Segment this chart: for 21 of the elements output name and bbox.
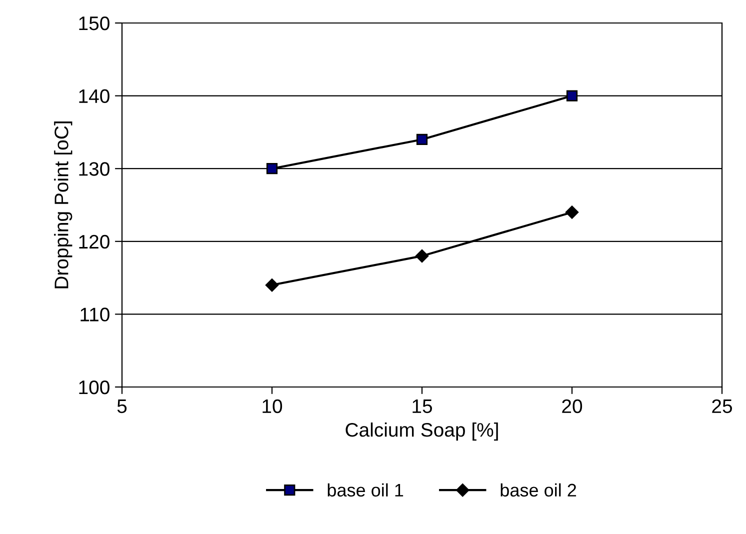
point [566, 90, 578, 102]
legend-label: base oil 1 [328, 483, 404, 497]
x-tick-label: 5 [117, 400, 127, 414]
point [565, 206, 579, 219]
y-tick-label: 140 [79, 89, 110, 104]
y-tick-label: 150 [79, 16, 110, 30]
point [265, 278, 279, 292]
y-axis-title: Dropping Point [oC] [54, 122, 72, 288]
legend-label: base oil 2 [500, 483, 576, 497]
y-tick-label: 110 [80, 308, 110, 322]
x-tick-label: 15 [412, 400, 432, 414]
x-tick-label: 10 [262, 399, 282, 414]
x-tick-label: 20 [562, 399, 582, 414]
y-tick-label: 100 [79, 380, 110, 394]
y-tick-label: 130 [79, 162, 110, 176]
point [415, 249, 429, 263]
x-tick-label: 25 [712, 399, 732, 414]
point [416, 134, 428, 146]
x-axis-title: Calcium Soap [%] [346, 422, 498, 441]
y-tick-label: 120 [79, 234, 110, 249]
point [266, 163, 278, 174]
